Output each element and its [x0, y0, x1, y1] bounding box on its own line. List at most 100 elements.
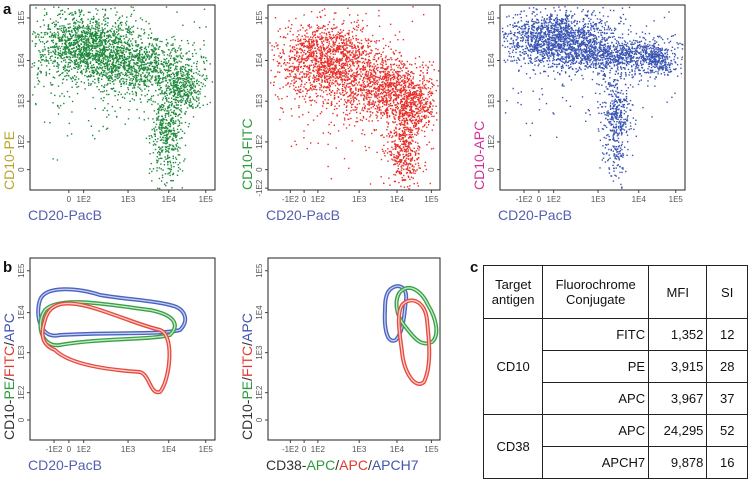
table-row: PE 3,915 28 [484, 350, 748, 383]
y-tick-label: 1E3 [255, 345, 264, 360]
y-tick-label: 1E4 [487, 53, 496, 68]
x-tick-label: -1E2 [516, 195, 533, 204]
x-axis-label: CD20-PacB [498, 207, 572, 223]
y-tick-label: 0 [255, 417, 264, 422]
x-tick-label: 0 [302, 195, 307, 204]
scatter-cloud [501, 6, 684, 189]
y-tick-label: 1E4 [255, 305, 264, 320]
plot-frame [29, 257, 216, 441]
y-label-part: APC [1, 313, 17, 342]
x-tick-label: 1E5 [424, 195, 439, 204]
header-cell: MFI [648, 265, 708, 319]
y-axis-label: CD10-APC [471, 121, 487, 190]
y-tick-label: 0 [17, 417, 26, 422]
table-cell: 12 [706, 318, 748, 351]
panel-label: a [3, 1, 12, 18]
data-table: Target antigen Fluorochrome Conjugate MFI S… [482, 265, 748, 479]
table-cell: 3,967 [648, 382, 708, 415]
contour-red [40, 298, 432, 395]
x-label-part: CD20-PacB [498, 207, 572, 223]
y-label-part: CD10- [1, 399, 17, 440]
table-cell: FITC [542, 318, 650, 351]
x-tick-label: 0 [67, 445, 72, 454]
x-tick-label: 1E5 [669, 195, 684, 204]
x-tick-label: -1E2 [282, 195, 299, 204]
x-tick-label: 1E4 [390, 445, 405, 454]
y-tick-label: 1E3 [255, 94, 264, 109]
x-label-part: CD20-PacB [28, 207, 102, 223]
x-tick-label: 1E3 [121, 195, 136, 204]
header-row: Target antigen Fluorochrome Conjugate MFI S… [482, 265, 748, 319]
y-label-part: CD10-FITC [239, 118, 255, 190]
y-label-part: CD10-PE [1, 131, 17, 190]
table-cell: 37 [706, 382, 748, 415]
y-label-part: PE [1, 381, 17, 400]
x-tick-label: 1E4 [162, 195, 177, 204]
y-tick-label: 1E5 [17, 10, 26, 25]
y-label-part: / [239, 377, 255, 381]
y-label-part: FITC [239, 346, 255, 377]
table-cell: 16 [706, 446, 748, 479]
table-row: APC 3,967 37 [484, 382, 748, 415]
scatter-cloud [269, 6, 440, 190]
x-label-part: APCH7 [372, 457, 419, 473]
plot: 1E5 1E4 1E3 1E2 0 -1E2 0 1E2 1E3 1E4 1E5 CD10-APC CD… [471, 4, 686, 223]
scatter-cloud [31, 6, 214, 190]
plot: 1E5 1E4 1E3 1E2 0 0 1E2 1E3 1E4 1E5 CD10-PE CD20-Pa… [1, 4, 216, 223]
header-cell: Target antigen [482, 265, 544, 319]
x-label-part: / [368, 457, 372, 473]
y-tick-label: 1E2 [255, 134, 264, 149]
panel-label: c [470, 259, 478, 276]
antigen-cell: CD38 [482, 414, 544, 479]
x-tick-label: 1E5 [199, 445, 214, 454]
table-cell: APC [542, 382, 650, 415]
x-tick-label: 1E3 [591, 195, 606, 204]
y-tick-label: 1E5 [17, 263, 26, 278]
x-label-part: CD20-PacB [266, 207, 340, 223]
x-label-part: CD38- [266, 457, 307, 473]
y-tick-label: 1E3 [17, 94, 26, 109]
y-tick-label: 1E3 [487, 94, 496, 109]
x-tick-label: 1E2 [547, 195, 562, 204]
header-cell: SI [706, 265, 748, 319]
y-label-part: / [1, 377, 17, 381]
y-label-part: CD10- [239, 399, 255, 440]
x-tick-label: 0 [67, 195, 72, 204]
x-tick-label: 1E4 [632, 195, 647, 204]
x-tick-label: 1E2 [77, 445, 92, 454]
contour-blue [36, 284, 409, 343]
plot-frame [267, 257, 441, 441]
table-cell: 1,352 [648, 318, 708, 351]
y-tick-label: 1E4 [17, 305, 26, 320]
table-cell: 28 [706, 350, 748, 383]
y-tick-label: 1E2 [487, 134, 496, 149]
table-row: APCH7 9,878 16 [484, 446, 748, 479]
table-cell: APC [542, 414, 650, 447]
x-tick-label: 0 [537, 195, 542, 204]
y-label-part: CD10-APC [471, 121, 487, 190]
x-axis-label: CD20-PacB [28, 457, 102, 473]
y-tick-label: 1E2 [17, 134, 26, 149]
y-tick-label: -1E2 [255, 179, 264, 196]
y-axis-label: CD10-PE [1, 131, 17, 190]
panel-label: b [3, 259, 12, 276]
x-tick-label: 1E3 [352, 195, 367, 204]
table-cell: 52 [706, 414, 748, 447]
x-tick-label: 1E3 [352, 445, 367, 454]
x-tick-label: 1E2 [77, 195, 92, 204]
x-axis-label: CD20-PacB [28, 207, 102, 223]
plot-frame [499, 4, 686, 191]
y-axis-label: CD10-FITC [239, 118, 255, 190]
x-tick-label: 1E2 [311, 445, 326, 454]
y-label-part: FITC [1, 346, 17, 377]
table-cell: 24,295 [648, 414, 708, 447]
table-row: CD38 APC 24,295 52 [482, 414, 748, 479]
x-tick-label: 1E4 [162, 445, 177, 454]
x-label-part: / [335, 457, 339, 473]
x-tick-label: 1E2 [311, 195, 326, 204]
x-axis-label: CD20-PacB [266, 207, 340, 223]
table-cell: 9,878 [648, 446, 708, 479]
